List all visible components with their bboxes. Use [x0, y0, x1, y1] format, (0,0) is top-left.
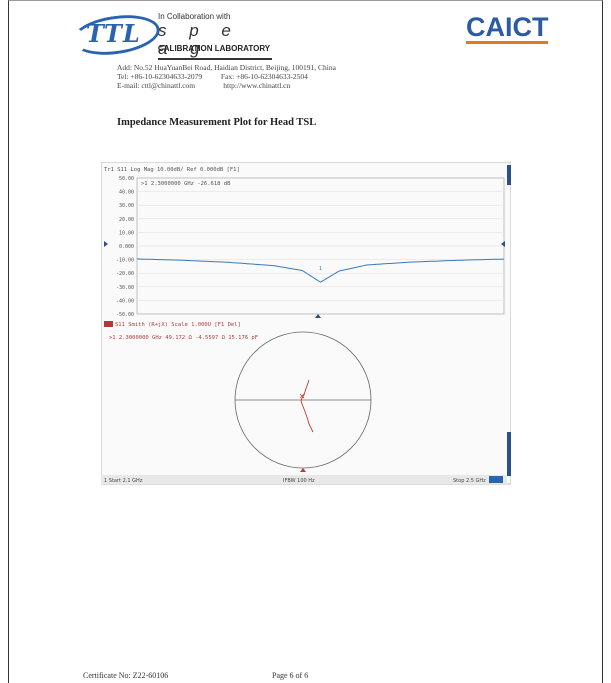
ttl-speag-logo: TTL In Collaboration with s p e a g CALI…	[69, 10, 272, 60]
y-tick-label: 50.00	[119, 176, 134, 182]
calibration-lab-text: CALIBRATION LABORATORY	[158, 44, 271, 53]
y-tick-label: -40.00	[116, 298, 134, 304]
email-web-line: E-mail: cttl@chinattl.com http://www.chi…	[117, 81, 291, 90]
start-frequency: 1 Start 2.1 GHz	[104, 478, 143, 484]
s11-logmag-trace	[136, 258, 505, 283]
marker-position-triangle	[315, 314, 321, 318]
status-bar	[101, 475, 507, 484]
marker2-readout: >1 2.3000000 GHz 49.172 Ω -4.5597 Ω 15.1…	[109, 335, 258, 341]
stop-frequency: Stop 2.5 GHz	[453, 478, 486, 484]
smith-chart	[234, 331, 372, 472]
trace2-header: S11 Smith (R+jX) Scale 1.000U [F1 Del]	[115, 322, 241, 328]
ref-level-marker-left	[104, 241, 108, 247]
y-tick-label: -30.00	[116, 285, 134, 291]
logmag-grid	[136, 177, 505, 315]
screen-right-tab-lower	[507, 432, 511, 476]
phone-fax-line: Tel: +86-10-62304633-2079 Fax: +86-10-62…	[117, 72, 308, 81]
y-tick-label: -50.00	[116, 312, 134, 318]
certificate-number: Certificate No: Z22-60106	[83, 671, 169, 680]
s11-smith-trace	[300, 379, 314, 433]
trace2-active-indicator	[104, 321, 113, 327]
y-tick-label: -20.00	[116, 271, 134, 277]
screen-right-tab	[507, 165, 511, 185]
page-frame	[8, 0, 603, 683]
address-line: Add: No.52 HuaYuanBei Road, Haidian Dist…	[117, 63, 336, 72]
caict-logo: CAICT	[466, 12, 549, 42]
y-tick-label: 20.00	[119, 217, 134, 223]
ttl-logo-text: TTL	[86, 19, 141, 48]
ifbw-label: IFBW 100 Hz	[283, 478, 315, 484]
speag-logo-text: s p e a g	[158, 22, 272, 60]
page-number: Page 6 of 6	[272, 671, 309, 680]
collaboration-text: In Collaboration with	[158, 12, 231, 21]
smith-bottom-marker	[300, 468, 306, 472]
y-tick-label: 0.000	[119, 244, 134, 250]
vna-display: Tr1 S11 Log Mag 10.00dB/ Ref 0.000dB [F1…	[100, 161, 512, 485]
caict-logo-underline	[466, 41, 548, 44]
y-tick-label: 10.00	[119, 230, 134, 236]
trace1-header: Tr1 S11 Log Mag 10.00dB/ Ref 0.000dB [F1…	[104, 167, 240, 173]
y-axis-ticks: 50.00 40.00 30.00 20.00 10.00 0.000 -10.00 -20.…	[116, 176, 134, 318]
document-title: Impedance Measurement Plot for Head TSL	[117, 117, 317, 128]
marker1-readout: >1 2.3000000 GHz -26.618 dB	[141, 181, 231, 187]
y-tick-label: 40.00	[119, 190, 134, 196]
marker1-label: 1	[319, 266, 322, 272]
vna-screenshot: Tr1 S11 Log Mag 10.00dB/ Ref 0.000dB [F1…	[100, 161, 512, 488]
y-tick-label: 30.00	[119, 203, 134, 209]
y-tick-label: -10.00	[116, 258, 134, 264]
ref-level-marker-right	[501, 241, 505, 247]
status-indicator	[489, 476, 503, 483]
smith-marker	[299, 393, 305, 399]
